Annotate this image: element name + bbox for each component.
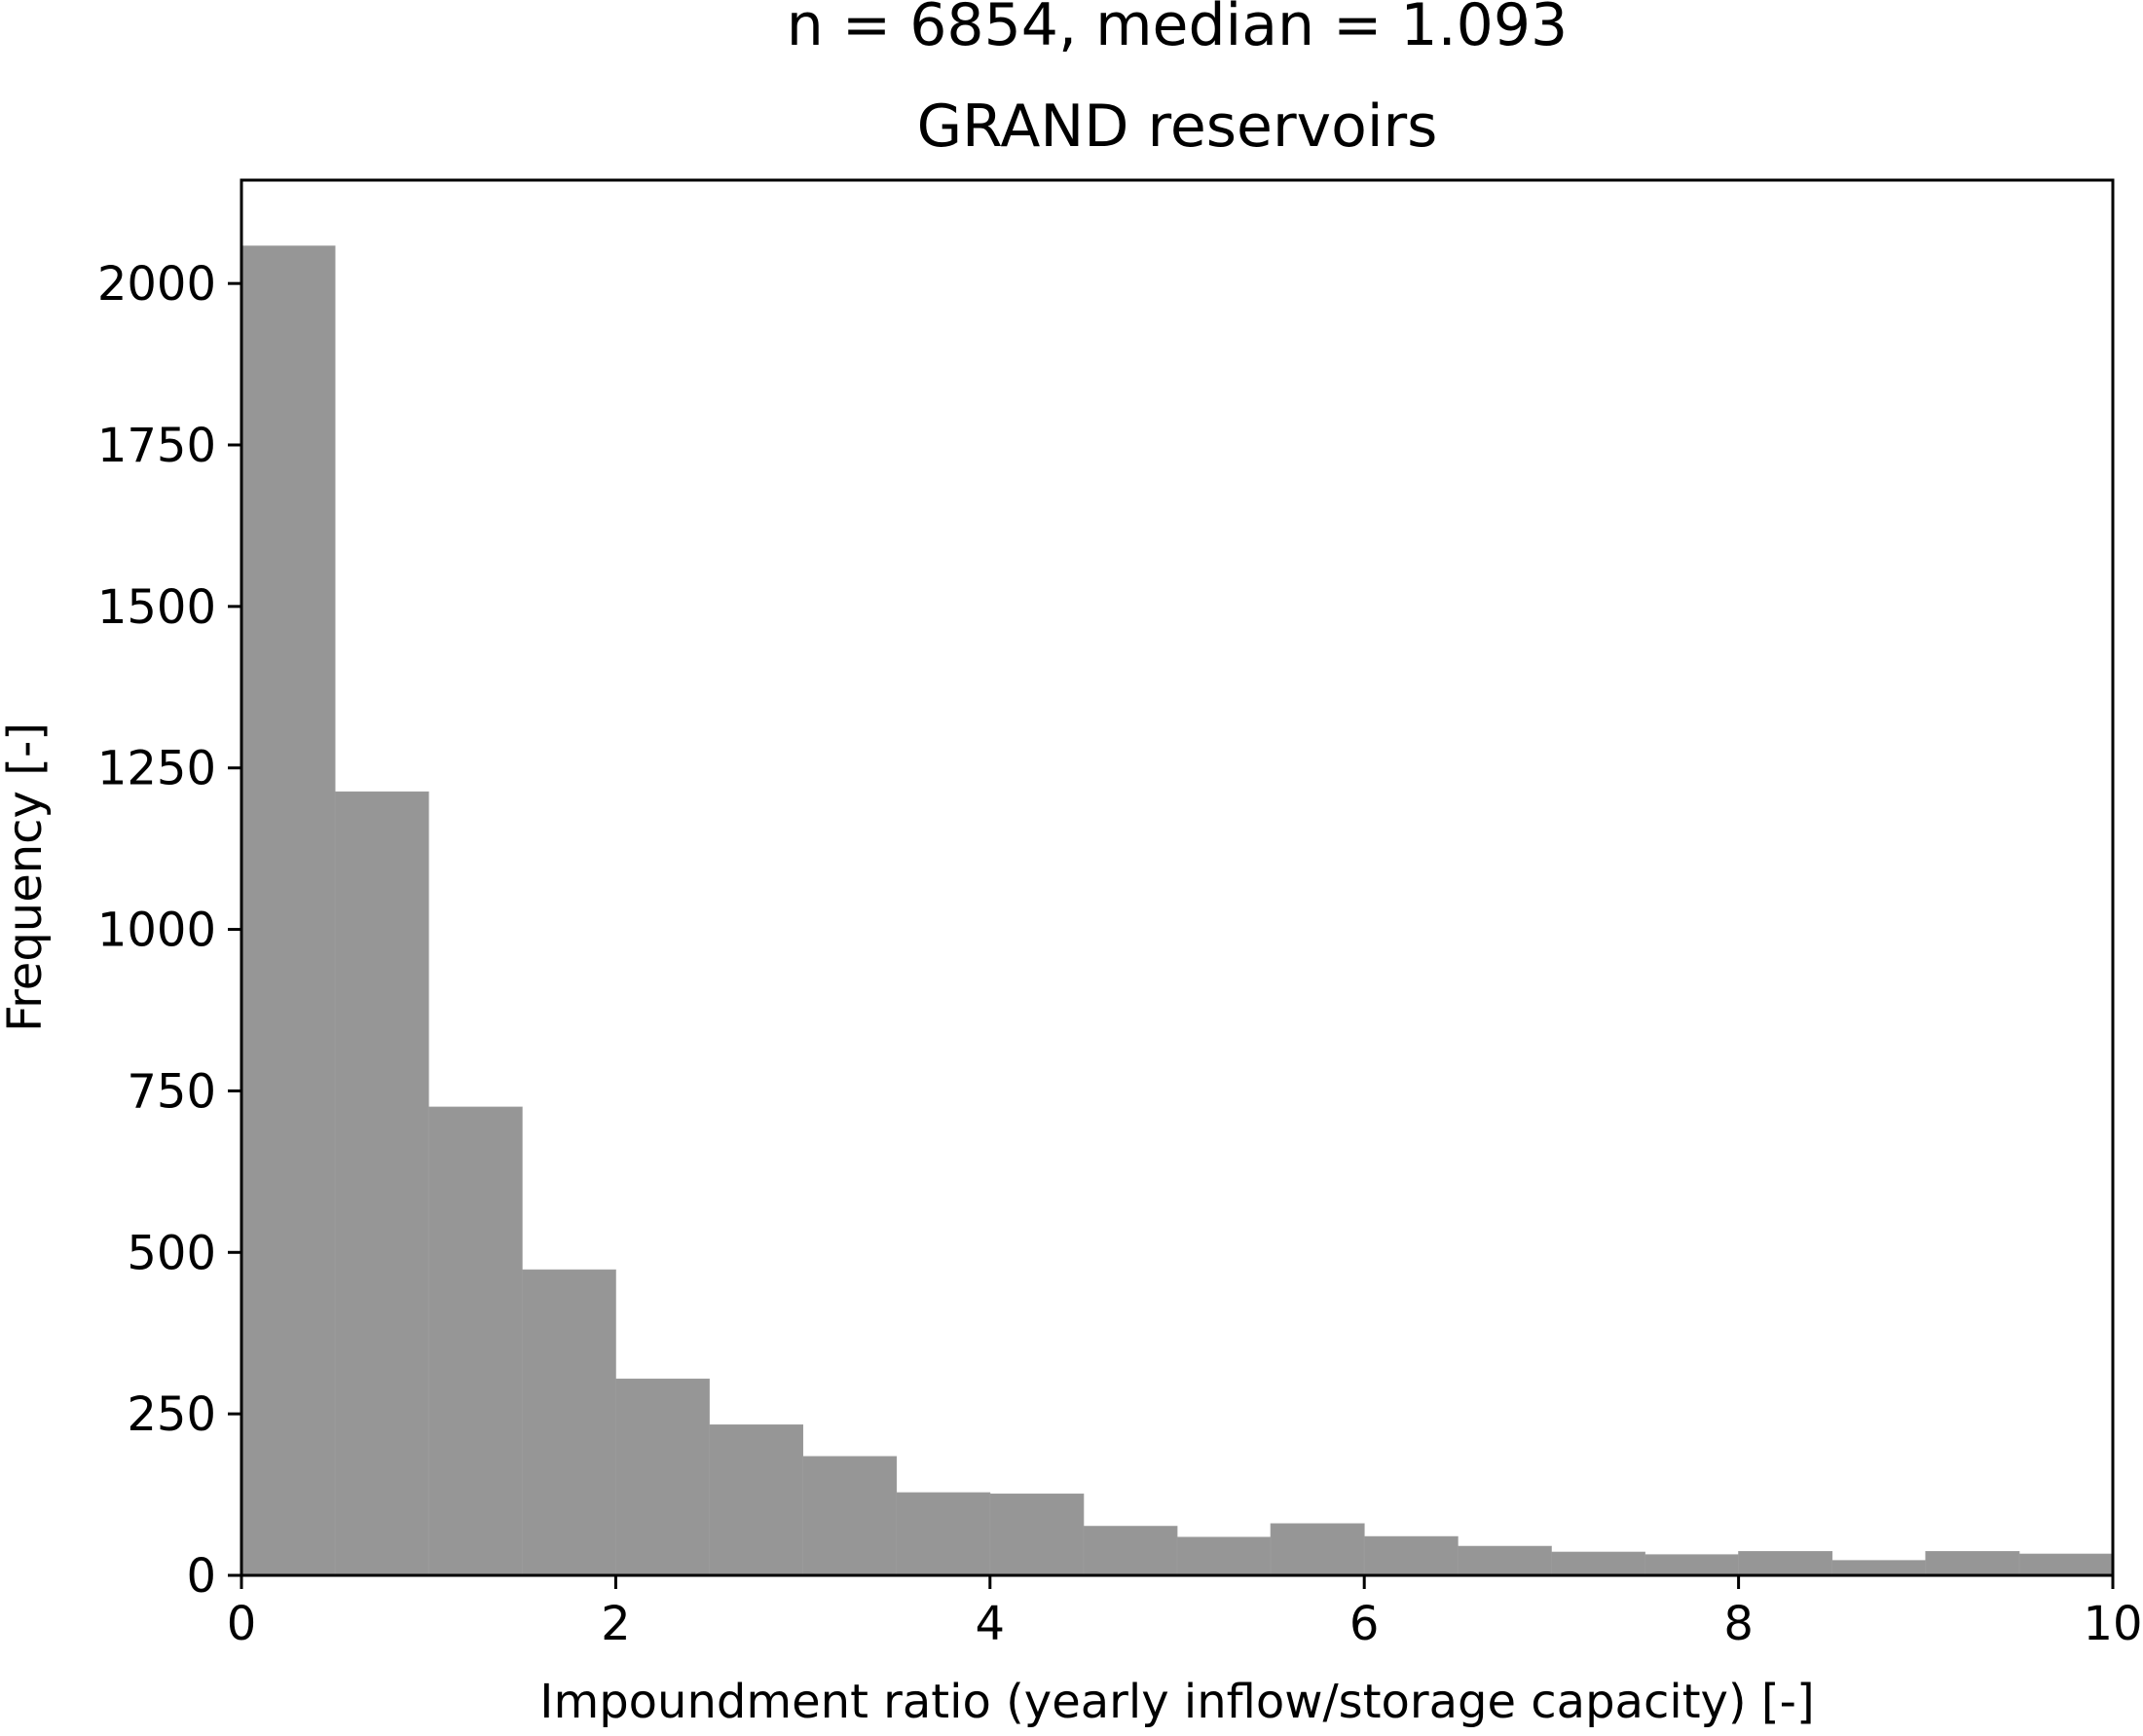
- histogram-bar: [427, 1106, 523, 1576]
- histogram-bar: [1083, 1526, 1178, 1576]
- histogram-bar: [1831, 1560, 1927, 1576]
- chart-subtitle: n = 6854, median = 1.093: [787, 0, 1568, 59]
- x-axis-ticks: 0 2 4 6 8 10: [227, 1575, 2143, 1651]
- histogram-bar: [1644, 1554, 1739, 1576]
- x-axis-label: Impoundment ratio (yearly inflow/storage…: [539, 1675, 1814, 1729]
- bars-group: [240, 245, 2114, 1576]
- histogram-bar: [989, 1494, 1085, 1576]
- x-tick-label: 4: [976, 1597, 1006, 1651]
- y-tick-label: 250: [127, 1387, 216, 1442]
- histogram-bar: [1925, 1551, 2020, 1576]
- y-tick-label: 1000: [97, 904, 216, 958]
- x-tick-label: 0: [227, 1597, 257, 1651]
- y-tick-label: 1250: [97, 742, 216, 796]
- y-tick-label: 1750: [97, 419, 216, 473]
- histogram-bar: [1270, 1523, 1365, 1576]
- histogram-bar: [896, 1492, 991, 1576]
- histogram-bar: [615, 1378, 710, 1576]
- chart-title: GRAND reservoirs: [917, 92, 1438, 161]
- histogram-bar: [1363, 1535, 1459, 1576]
- y-tick-label: 500: [127, 1226, 216, 1280]
- y-tick-label: 0: [186, 1549, 216, 1604]
- x-tick-label: 2: [601, 1597, 631, 1651]
- x-tick-label: 8: [1723, 1597, 1754, 1651]
- y-tick-label: 2000: [97, 257, 216, 312]
- histogram-bar: [1176, 1536, 1272, 1576]
- histogram-bar: [802, 1456, 898, 1576]
- y-axis-label: Frequency [-]: [0, 722, 53, 1032]
- histogram-bar: [709, 1424, 803, 1576]
- histogram-bar: [334, 791, 429, 1576]
- x-tick-label: 6: [1349, 1597, 1380, 1651]
- x-tick-label: 10: [2083, 1597, 2142, 1651]
- plot-frame: [240, 178, 2115, 1577]
- histogram-bar: [2018, 1553, 2114, 1576]
- y-tick-label: 750: [127, 1064, 216, 1119]
- histogram-bar: [1457, 1545, 1552, 1576]
- histogram-bar: [240, 245, 336, 1576]
- histogram-bar: [1738, 1551, 1833, 1576]
- y-axis-ticks: 0 250 500 750 1000 1250 1500 1750 2000: [97, 257, 241, 1604]
- histogram-bar: [521, 1269, 616, 1576]
- y-tick-label: 1500: [97, 580, 216, 635]
- histogram-bar: [1551, 1551, 1645, 1576]
